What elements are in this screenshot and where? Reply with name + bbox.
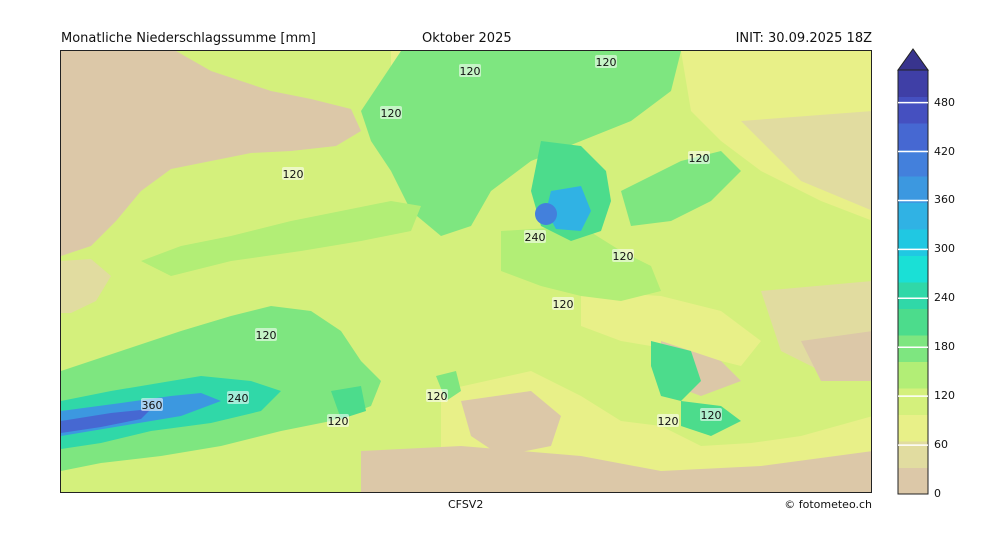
atlantic-peak-band xyxy=(61,409,151,433)
greenland-sea-wet-band xyxy=(141,201,421,276)
contour-label-text: 240 xyxy=(525,231,546,244)
contour-label-text: 120 xyxy=(658,415,679,428)
contour-label: 120 xyxy=(552,297,574,311)
contour-label-text: 240 xyxy=(228,392,249,405)
labrador-dry-area xyxy=(61,259,111,313)
colorbar xyxy=(897,48,929,496)
north-africa-dry-area xyxy=(361,446,871,492)
colorbar-tick-label: 480 xyxy=(934,95,955,109)
colorbar-segment xyxy=(898,282,928,309)
contour-label: 240 xyxy=(227,391,249,405)
balkans-wet-area xyxy=(651,341,701,401)
contour-label: 120 xyxy=(426,389,448,403)
colorbar-segment xyxy=(898,202,928,230)
contour-label: 120 xyxy=(657,414,679,428)
scandinavia-wet-area xyxy=(621,151,741,226)
colorbar-tick-label: 60 xyxy=(934,438,948,452)
colorbar-frame xyxy=(897,69,929,495)
contour-label-text: 120 xyxy=(381,107,402,120)
colorbar-segment xyxy=(898,176,928,203)
credit-text: © fotometeo.ch xyxy=(784,498,872,511)
colorbar-segment xyxy=(898,414,928,442)
colorbar-tick-label: 420 xyxy=(934,144,955,158)
forecast-period: Oktober 2025 xyxy=(422,31,512,46)
model-name: CFSV2 xyxy=(448,498,484,511)
colorbar-scale xyxy=(897,48,929,495)
contour-label-text: 120 xyxy=(460,65,481,78)
colorbar-segment xyxy=(898,388,928,415)
map-title: Monatliche Niederschlagssumme [mm] xyxy=(61,31,316,46)
north-sea-wet-area xyxy=(501,226,661,301)
russia-dry-patch xyxy=(741,111,871,211)
contour-label: 120 xyxy=(595,55,617,69)
colorbar-tick-label: 0 xyxy=(934,487,941,500)
azores-wet-patch xyxy=(331,386,366,419)
contour-label-text: 120 xyxy=(596,56,617,69)
contour-label: 120 xyxy=(459,64,481,78)
colorbar-tick-label: 180 xyxy=(934,340,955,354)
contour-label: 120 xyxy=(688,151,710,165)
contour-label-text: 120 xyxy=(328,415,349,428)
contour-label: 120 xyxy=(612,249,634,263)
colorbar-segment xyxy=(898,335,928,362)
map-canvas: 120 120 120 120 120 240 120 120 120 360 240 120 120 1… xyxy=(61,51,871,492)
contour-labels: 120 120 120 120 120 240 120 120 120 360 240 120 120 1… xyxy=(141,55,722,428)
precipitation-map: 120 120 120 120 120 240 120 120 120 360 240 120 120 1… xyxy=(60,50,872,493)
contour-label-text: 120 xyxy=(427,390,448,403)
iberia-dry-area xyxy=(461,391,561,456)
southern-norway-peak xyxy=(535,203,557,225)
colorbar-tick-label: 360 xyxy=(934,193,955,207)
colorbar-segment xyxy=(898,96,928,124)
contour-label-text: 120 xyxy=(613,250,634,263)
contour-label-text: 120 xyxy=(689,152,710,165)
colorbar-tick-label: 300 xyxy=(934,242,955,256)
southern-norway-core xyxy=(546,186,591,231)
contour-label-text: 120 xyxy=(283,168,304,181)
iberia-west-wet xyxy=(436,371,461,401)
colorbar-segment xyxy=(898,308,928,336)
init-time: INIT: 30.09.2025 18Z xyxy=(735,31,872,46)
colorbar-segment xyxy=(898,467,928,495)
contour-label: 120 xyxy=(282,167,304,181)
contour-label: 240 xyxy=(524,230,546,244)
colorbar-segment xyxy=(898,361,928,389)
colorbar-tick-label: 240 xyxy=(934,291,955,305)
contour-label: 360 xyxy=(141,398,163,412)
contour-label: 120 xyxy=(255,328,277,342)
contour-label: 120 xyxy=(700,408,722,422)
contour-label-text: 120 xyxy=(256,329,277,342)
contour-label-text: 120 xyxy=(701,409,722,422)
contour-label: 120 xyxy=(380,106,402,120)
greenland-dry-area xyxy=(61,51,361,256)
black-sea-dry-area xyxy=(801,331,871,381)
contour-label-text: 360 xyxy=(142,399,163,412)
colorbar-tick-label: 120 xyxy=(934,389,955,403)
contour-label-text: 120 xyxy=(553,298,574,311)
central-europe-dry xyxy=(581,291,761,366)
colorbar-extend-triangle xyxy=(897,48,929,71)
north-atlantic-wet-band xyxy=(361,51,681,236)
colorbar-segment xyxy=(898,123,928,150)
contour-label: 120 xyxy=(327,414,349,428)
colorbar-segment xyxy=(898,70,928,97)
colorbar-segment xyxy=(898,149,928,177)
colorbar-segment xyxy=(898,229,928,256)
colorbar-segment xyxy=(898,255,928,283)
